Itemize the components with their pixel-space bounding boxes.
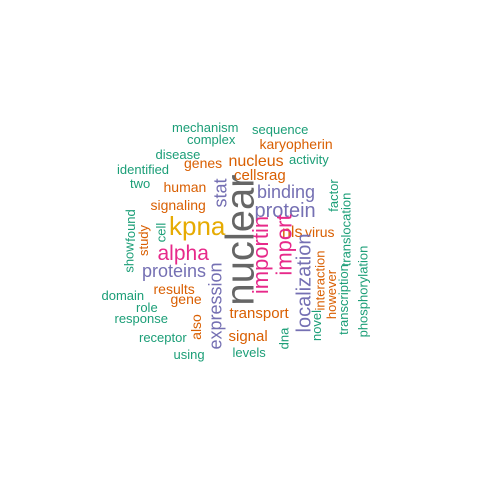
word-identified: identified: [117, 161, 170, 177]
word-disease: disease: [155, 146, 201, 162]
word-expression: expression: [205, 262, 226, 350]
word-protein: protein: [254, 200, 316, 222]
word-two: two: [130, 175, 151, 191]
word-novel: novel: [308, 309, 324, 341]
word-kpna: kpna: [169, 211, 226, 241]
word-virus: virus: [305, 224, 335, 240]
word-study: study: [135, 224, 151, 256]
word-levels: levels: [232, 344, 266, 360]
word-sequence: sequence: [252, 121, 309, 137]
word-signaling: signaling: [150, 197, 206, 213]
word-cellsrag: cellsrag: [234, 166, 286, 184]
word-also: also: [187, 314, 204, 340]
word-complex: complex: [187, 131, 236, 147]
word-binding: binding: [257, 182, 316, 202]
word-results: results: [153, 281, 195, 297]
word-domain: domain: [101, 287, 145, 303]
word-human: human: [163, 179, 207, 195]
word-nucleus: nucleus: [228, 153, 284, 170]
word-gene: gene: [170, 291, 202, 307]
word-phosphorylation: phosphorylation: [355, 245, 371, 337]
word-nls: nls: [282, 224, 303, 241]
word-show: show: [121, 241, 137, 273]
word-alpha: alpha: [157, 241, 209, 265]
word-transcription: transcription: [335, 263, 351, 335]
word-mechanism: mechanism: [172, 119, 239, 135]
word-signal: signal: [228, 327, 268, 345]
word-factor: factor: [325, 178, 341, 212]
word-dna: dna: [276, 327, 292, 349]
word-translocation: translocation: [338, 192, 354, 266]
word-karyopherin: karyopherin: [259, 136, 333, 152]
word-role: role: [136, 299, 158, 315]
word-importin: importin: [248, 215, 274, 295]
word-genes: genes: [184, 155, 223, 171]
word-transport: transport: [229, 304, 289, 322]
word-import: import: [271, 214, 297, 276]
word-found: found: [122, 208, 138, 242]
word-proteins: proteins: [142, 261, 207, 281]
word-cell: cell: [153, 222, 169, 242]
word-response: response: [114, 310, 168, 326]
word-activity: activity: [289, 151, 329, 167]
word-receptor: receptor: [139, 329, 187, 345]
word-using: using: [173, 346, 205, 362]
